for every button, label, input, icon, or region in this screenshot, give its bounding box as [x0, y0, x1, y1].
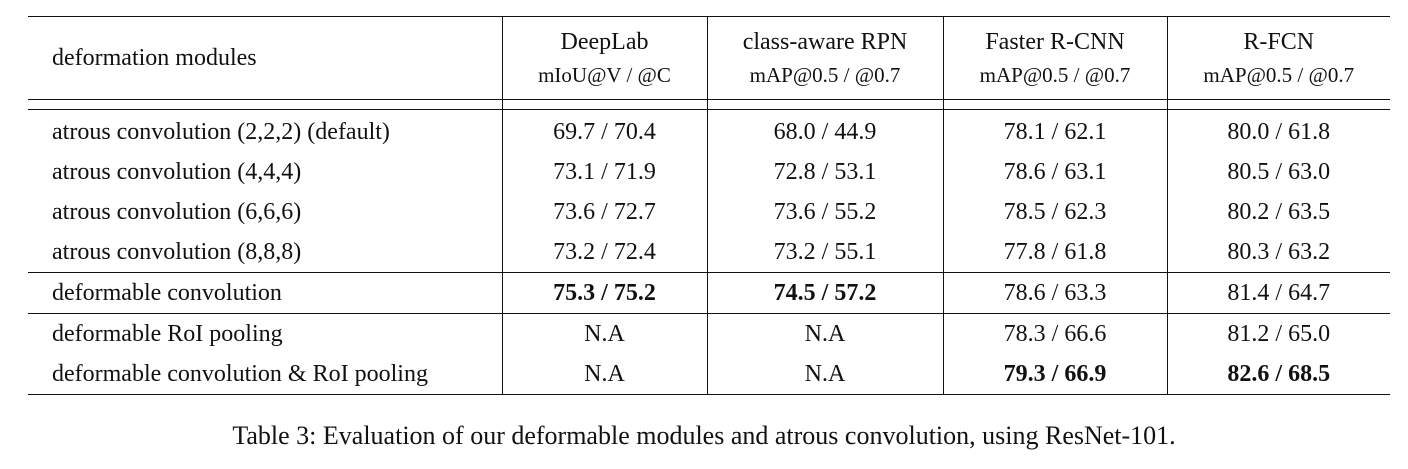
- header-col-class-aware-rpn: class-aware RPN mAP@0.5 / @0.7: [706, 16, 943, 100]
- table-cell: 80.0 / 61.8: [1166, 109, 1390, 152]
- header-col-name: DeepLab: [560, 29, 649, 56]
- table-cell-best: 74.5 / 57.2: [706, 272, 943, 314]
- table-cell: 78.6 / 63.1: [942, 152, 1167, 192]
- header-col-rfcn: R-FCN mAP@0.5 / @0.7: [1166, 16, 1390, 100]
- table-cell: N.A: [706, 354, 943, 395]
- table-cell: 80.5 / 63.0: [1166, 152, 1390, 192]
- table-cell: N.A: [501, 354, 707, 395]
- table-cell: 78.6 / 63.3: [942, 272, 1167, 314]
- table-cell: 73.1 / 71.9: [501, 152, 707, 192]
- table-cell: 72.8 / 53.1: [706, 152, 943, 192]
- row-label: atrous convolution (8,8,8): [52, 239, 302, 265]
- table-caption: Table 3: Evaluation of our deformable mo…: [232, 421, 1176, 450]
- table-row: atrous convolution (2,2,2) (default) 69.…: [28, 109, 1390, 152]
- header-row-label: deformation modules: [28, 16, 502, 100]
- table-cell: 78.3 / 66.6: [942, 313, 1167, 354]
- table-cell: 73.2 / 72.4: [501, 232, 707, 273]
- results-table-container: deformation modules DeepLab mIoU@V / @C …: [28, 16, 1390, 395]
- table-cell: 73.6 / 72.7: [501, 192, 707, 232]
- row-label: deformable RoI pooling: [28, 313, 502, 354]
- table-cell-best: 82.6 / 68.5: [1166, 354, 1390, 395]
- header-col-faster-rcnn: Faster R-CNN mAP@0.5 / @0.7: [942, 16, 1167, 100]
- table-row: atrous convolution (8,8,8) 73.2 / 72.4 7…: [28, 232, 1390, 273]
- row-label: deformable convolution & RoI pooling: [28, 354, 502, 395]
- table-cell: 68.0 / 44.9: [706, 109, 943, 152]
- row-label: atrous convolution (4,4,4): [52, 159, 302, 185]
- table-cell: 81.4 / 64.7: [1166, 272, 1390, 314]
- row-label: atrous convolution (6,6,6): [52, 199, 302, 225]
- table-row: deformable convolution & RoI pooling N.A…: [28, 354, 1390, 395]
- table-cell: 81.2 / 65.0: [1166, 313, 1390, 354]
- table-row: deformable RoI pooling N.A N.A 78.3 / 66…: [28, 313, 1390, 354]
- table-row: atrous convolution (6,6,6) 73.6 / 72.7 7…: [28, 192, 1390, 232]
- table-cell: 80.2 / 63.5: [1166, 192, 1390, 232]
- header-col-metric: mIoU@V / @C: [538, 63, 671, 88]
- table-header-row: deformation modules DeepLab mIoU@V / @C …: [28, 16, 1390, 100]
- table-cell: 73.2 / 55.1: [706, 232, 943, 273]
- table-cell: 77.8 / 61.8: [942, 232, 1167, 273]
- results-table: deformation modules DeepLab mIoU@V / @C …: [28, 16, 1390, 395]
- header-col-name: class-aware RPN: [742, 29, 908, 56]
- header-col-metric: mAP@0.5 / @0.7: [1203, 63, 1355, 88]
- header-col-name: Faster R-CNN: [985, 29, 1125, 56]
- row-label: deformable convolution: [28, 272, 502, 314]
- table-cell-best: 75.3 / 75.2: [501, 272, 707, 314]
- header-double-rule: [28, 99, 1390, 110]
- table-row: deformable convolution 75.3 / 75.2 74.5 …: [28, 272, 1390, 314]
- header-col-metric: mAP@0.5 / @0.7: [749, 63, 901, 88]
- table-cell: 78.1 / 62.1: [942, 109, 1167, 152]
- table-cell: N.A: [706, 313, 943, 354]
- header-col-name: R-FCN: [1243, 29, 1315, 56]
- table-row: atrous convolution (4,4,4) 73.1 / 71.9 7…: [28, 152, 1390, 192]
- header-col-metric: mAP@0.5 / @0.7: [979, 63, 1131, 88]
- table-cell: 73.6 / 55.2: [706, 192, 943, 232]
- table-cell-best: 79.3 / 66.9: [942, 354, 1167, 395]
- table-cell: 80.3 / 63.2: [1166, 232, 1390, 273]
- table-cell: 69.7 / 70.4: [501, 109, 707, 152]
- row-label: atrous convolution (2,2,2) (default): [52, 119, 390, 145]
- table-cell: N.A: [501, 313, 707, 354]
- header-col-deeplab: DeepLab mIoU@V / @C: [501, 16, 707, 100]
- table-cell: 78.5 / 62.3: [942, 192, 1167, 232]
